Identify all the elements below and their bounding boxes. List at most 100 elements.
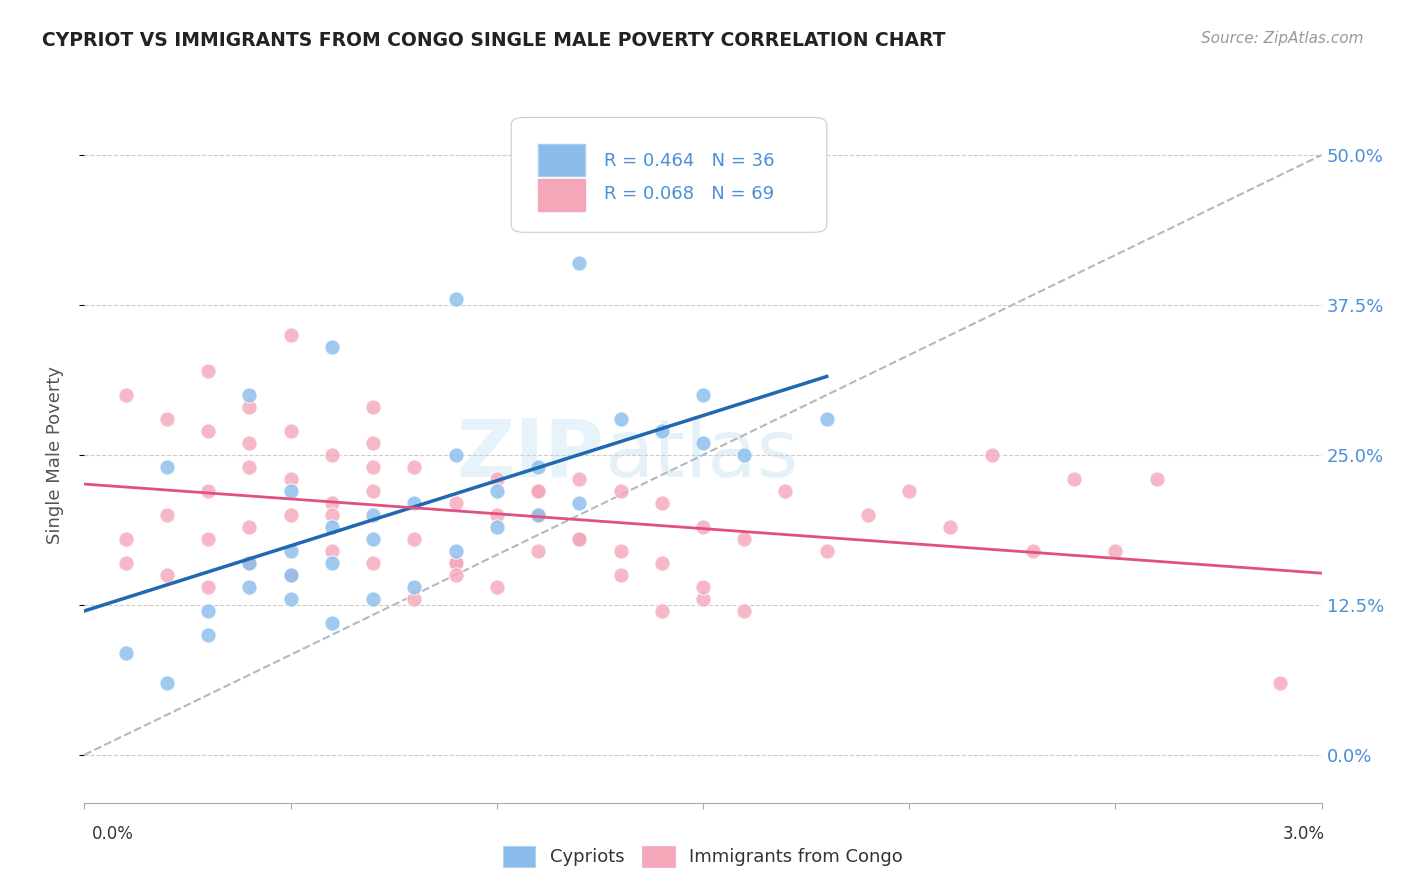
Point xyxy=(197,483,219,498)
Point xyxy=(485,520,508,534)
Point xyxy=(527,544,550,558)
Point xyxy=(197,364,219,378)
Point xyxy=(815,412,838,426)
Text: R = 0.464   N = 36: R = 0.464 N = 36 xyxy=(605,152,775,169)
Text: CYPRIOT VS IMMIGRANTS FROM CONGO SINGLE MALE POVERTY CORRELATION CHART: CYPRIOT VS IMMIGRANTS FROM CONGO SINGLE … xyxy=(42,31,946,50)
Point xyxy=(1270,676,1292,690)
Point xyxy=(527,459,550,474)
Point xyxy=(280,544,302,558)
Point xyxy=(444,556,467,570)
Point xyxy=(568,496,591,510)
Point xyxy=(692,388,714,402)
Point xyxy=(156,412,179,426)
Y-axis label: Single Male Poverty: Single Male Poverty xyxy=(45,366,63,544)
Point xyxy=(321,340,343,354)
Point xyxy=(444,556,467,570)
Point xyxy=(733,532,755,546)
Point xyxy=(280,567,302,582)
Point xyxy=(280,472,302,486)
Point xyxy=(651,556,673,570)
Point xyxy=(1063,472,1085,486)
Text: ZIP: ZIP xyxy=(457,416,605,494)
Point xyxy=(939,520,962,534)
Point xyxy=(280,483,302,498)
Point xyxy=(361,483,384,498)
Point xyxy=(444,292,467,306)
Point xyxy=(609,412,631,426)
Point xyxy=(197,580,219,594)
Point xyxy=(361,436,384,450)
Point xyxy=(238,436,260,450)
FancyBboxPatch shape xyxy=(512,118,827,232)
Point xyxy=(156,459,179,474)
Point xyxy=(1022,544,1045,558)
Point xyxy=(651,604,673,618)
Point xyxy=(361,400,384,414)
Point xyxy=(321,496,343,510)
FancyBboxPatch shape xyxy=(538,179,585,211)
Point xyxy=(114,646,136,660)
Point xyxy=(321,544,343,558)
Point xyxy=(444,544,467,558)
Point xyxy=(321,556,343,570)
Point xyxy=(361,508,384,522)
Point xyxy=(404,532,426,546)
Point xyxy=(197,424,219,438)
Point xyxy=(444,567,467,582)
Point xyxy=(692,580,714,594)
Point xyxy=(238,388,260,402)
Point xyxy=(568,472,591,486)
Point xyxy=(114,556,136,570)
Point xyxy=(404,591,426,606)
Point xyxy=(856,508,879,522)
Point xyxy=(568,256,591,270)
FancyBboxPatch shape xyxy=(538,145,585,176)
Text: 0.0%: 0.0% xyxy=(91,825,134,843)
Point xyxy=(156,676,179,690)
Point xyxy=(692,520,714,534)
Point xyxy=(280,591,302,606)
Point xyxy=(485,580,508,594)
Text: 3.0%: 3.0% xyxy=(1282,825,1324,843)
Point xyxy=(444,448,467,462)
Point xyxy=(114,388,136,402)
Point xyxy=(775,483,797,498)
Point xyxy=(238,556,260,570)
Point xyxy=(733,448,755,462)
Point xyxy=(692,591,714,606)
Point xyxy=(280,508,302,522)
Point xyxy=(527,508,550,522)
Point xyxy=(404,459,426,474)
Point xyxy=(197,532,219,546)
Point xyxy=(815,544,838,558)
Point xyxy=(485,508,508,522)
Point xyxy=(444,496,467,510)
Point xyxy=(197,604,219,618)
Point xyxy=(485,483,508,498)
Point xyxy=(609,483,631,498)
Point xyxy=(527,483,550,498)
Point xyxy=(321,448,343,462)
Point xyxy=(980,448,1002,462)
Point xyxy=(527,508,550,522)
Point xyxy=(1146,472,1168,486)
Point xyxy=(361,556,384,570)
Point xyxy=(238,556,260,570)
Text: atlas: atlas xyxy=(605,416,799,494)
Point xyxy=(485,472,508,486)
Point xyxy=(733,604,755,618)
Point xyxy=(321,615,343,630)
Point xyxy=(568,532,591,546)
Point xyxy=(361,591,384,606)
Point xyxy=(568,532,591,546)
Point xyxy=(156,508,179,522)
Legend: Cypriots, Immigrants from Congo: Cypriots, Immigrants from Congo xyxy=(496,838,910,874)
Point xyxy=(280,328,302,343)
Point xyxy=(651,424,673,438)
Point xyxy=(114,532,136,546)
Point xyxy=(692,436,714,450)
Point xyxy=(361,532,384,546)
Text: Source: ZipAtlas.com: Source: ZipAtlas.com xyxy=(1201,31,1364,46)
Point xyxy=(651,496,673,510)
Point xyxy=(321,520,343,534)
